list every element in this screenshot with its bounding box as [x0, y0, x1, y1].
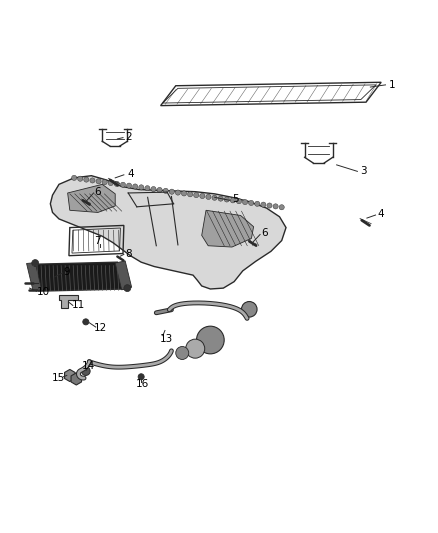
- Text: 6: 6: [95, 187, 101, 197]
- Text: 6: 6: [261, 228, 268, 238]
- Circle shape: [212, 195, 217, 200]
- Circle shape: [96, 179, 101, 184]
- Text: 10: 10: [37, 287, 50, 297]
- Circle shape: [197, 326, 224, 354]
- Text: 13: 13: [159, 334, 173, 344]
- Text: 14: 14: [82, 361, 95, 371]
- Circle shape: [237, 199, 242, 204]
- Text: 15: 15: [52, 373, 65, 383]
- Circle shape: [90, 178, 95, 183]
- Polygon shape: [59, 295, 78, 308]
- Circle shape: [133, 184, 138, 189]
- Circle shape: [273, 204, 278, 209]
- Circle shape: [218, 196, 223, 201]
- Circle shape: [243, 199, 247, 205]
- Polygon shape: [202, 211, 254, 247]
- Circle shape: [120, 182, 126, 188]
- Polygon shape: [27, 263, 42, 290]
- Text: 12: 12: [93, 324, 107, 333]
- Circle shape: [102, 180, 107, 185]
- Text: 16: 16: [135, 379, 148, 389]
- Text: 4: 4: [378, 209, 385, 219]
- Circle shape: [139, 185, 144, 190]
- Circle shape: [157, 188, 162, 192]
- Polygon shape: [67, 184, 115, 213]
- Circle shape: [169, 189, 174, 195]
- Circle shape: [249, 200, 254, 206]
- Circle shape: [84, 177, 89, 182]
- Polygon shape: [31, 262, 125, 291]
- Circle shape: [186, 339, 205, 358]
- Text: 7: 7: [94, 237, 100, 246]
- Circle shape: [279, 205, 284, 210]
- Circle shape: [200, 193, 205, 199]
- Text: 5: 5: [232, 195, 239, 205]
- Text: 9: 9: [64, 266, 70, 277]
- Circle shape: [181, 191, 187, 196]
- Text: 4: 4: [127, 168, 134, 179]
- Circle shape: [138, 374, 144, 380]
- Circle shape: [267, 203, 272, 208]
- Circle shape: [241, 302, 257, 317]
- Circle shape: [151, 187, 156, 192]
- Text: 11: 11: [72, 301, 85, 310]
- Circle shape: [176, 346, 189, 359]
- Circle shape: [81, 367, 90, 375]
- Circle shape: [114, 181, 120, 187]
- Circle shape: [32, 260, 39, 266]
- Circle shape: [206, 195, 211, 199]
- Circle shape: [83, 319, 89, 325]
- Text: 2: 2: [125, 132, 131, 142]
- Circle shape: [127, 183, 132, 188]
- Polygon shape: [50, 176, 286, 289]
- Circle shape: [230, 198, 236, 203]
- Polygon shape: [115, 261, 132, 290]
- Circle shape: [163, 188, 168, 193]
- Circle shape: [124, 285, 131, 292]
- Circle shape: [78, 176, 83, 181]
- Circle shape: [145, 185, 150, 191]
- Circle shape: [175, 190, 180, 195]
- Text: 3: 3: [360, 166, 367, 176]
- Circle shape: [261, 202, 266, 207]
- Circle shape: [71, 175, 77, 181]
- Text: 8: 8: [125, 248, 131, 259]
- Circle shape: [254, 201, 260, 206]
- Polygon shape: [71, 373, 81, 385]
- Circle shape: [187, 192, 193, 197]
- Circle shape: [224, 197, 230, 202]
- Circle shape: [194, 192, 199, 198]
- Text: 1: 1: [389, 80, 395, 90]
- Polygon shape: [64, 369, 75, 382]
- Circle shape: [108, 181, 113, 185]
